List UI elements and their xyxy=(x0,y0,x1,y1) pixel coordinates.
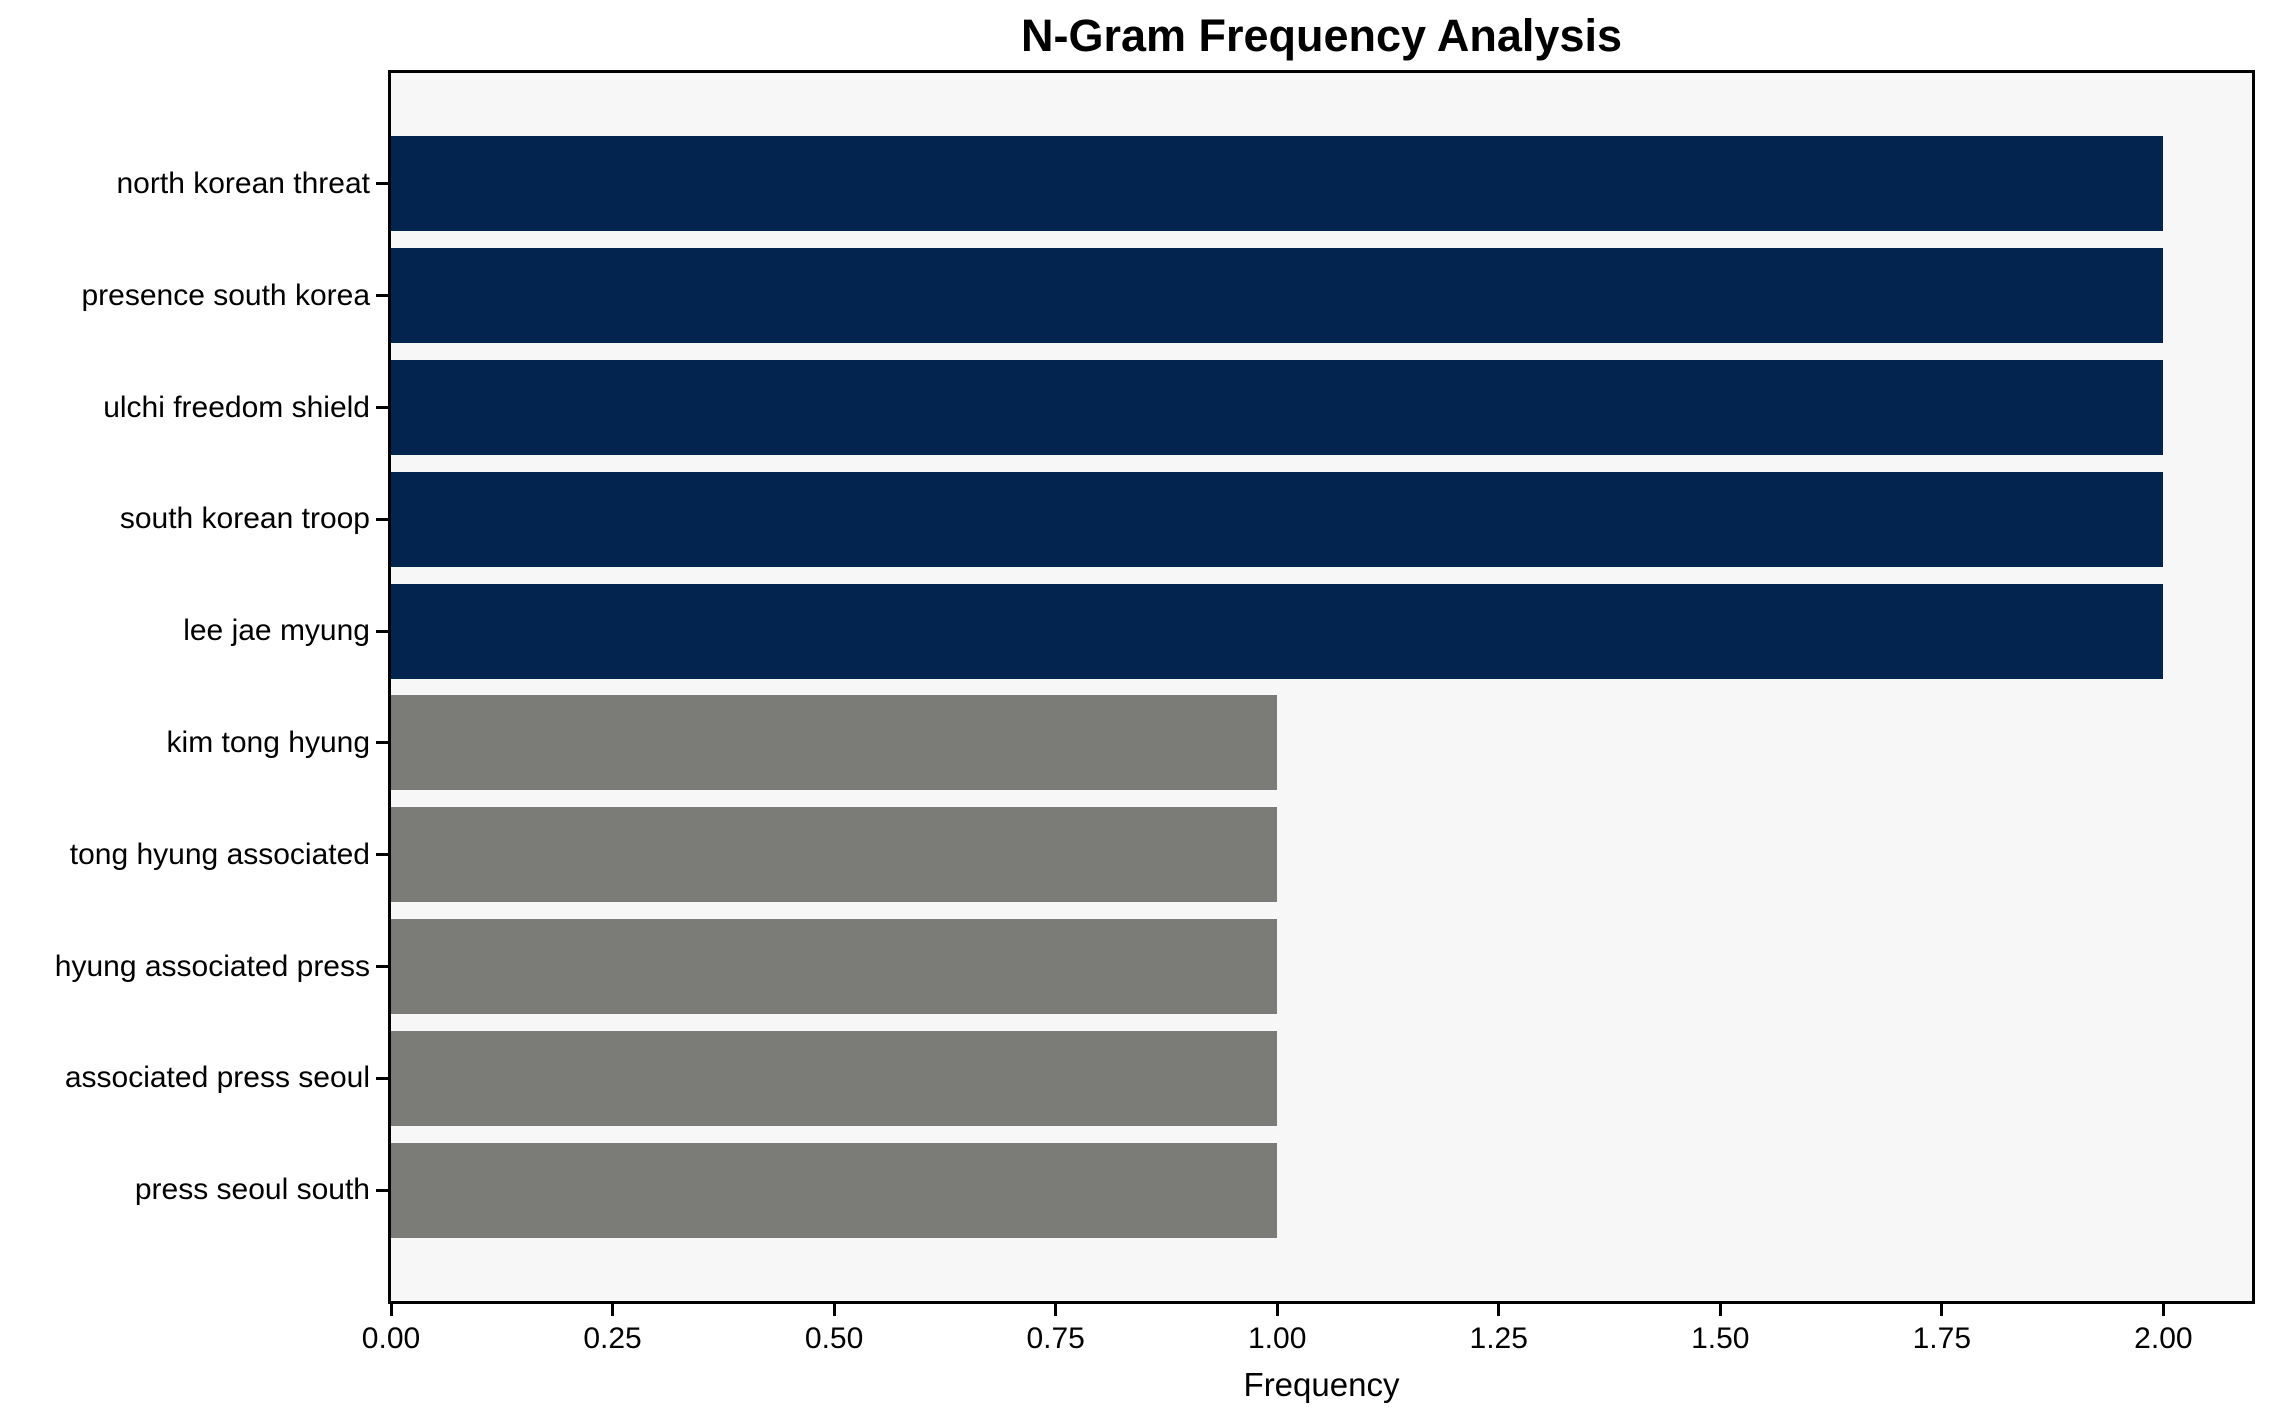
y-axis-tick xyxy=(376,294,388,298)
bar xyxy=(391,1142,1278,1238)
bar xyxy=(391,695,1278,791)
x-axis-tick-label: 0.00 xyxy=(361,1322,421,1355)
y-axis-tick xyxy=(376,853,388,857)
y-axis-tick xyxy=(376,1076,388,1080)
y-axis-label: press seoul south xyxy=(134,1173,370,1207)
bar xyxy=(391,471,2164,567)
x-axis-tick-label: 1.25 xyxy=(1469,1322,1528,1355)
y-axis-tick xyxy=(376,406,388,409)
x-axis-tick xyxy=(832,1304,836,1316)
bar xyxy=(391,583,2164,679)
bar xyxy=(391,136,2164,232)
y-axis-label: north korean threat xyxy=(116,166,371,200)
y-axis-label: kim tong hyung xyxy=(166,725,370,759)
x-axis-tick xyxy=(2161,1304,2165,1316)
bar xyxy=(391,360,2164,455)
y-axis-label: lee jae myung xyxy=(183,614,370,648)
y-axis-tick xyxy=(376,629,388,633)
bar xyxy=(391,807,1278,903)
x-axis-tick-label: 2.00 xyxy=(2134,1322,2193,1355)
x-axis-tick xyxy=(1718,1304,1722,1316)
x-axis-tick-label: 0.25 xyxy=(583,1322,642,1355)
x-axis-tick xyxy=(1275,1304,1279,1316)
y-axis-tick xyxy=(376,741,388,745)
y-axis-tick xyxy=(376,517,388,521)
bar xyxy=(391,919,1278,1014)
x-axis-tick xyxy=(1497,1304,1501,1316)
x-axis-tick-label: 0.75 xyxy=(1026,1322,1085,1355)
x-axis-tick-label: 0.50 xyxy=(804,1322,864,1355)
x-axis-tick-label: 1.75 xyxy=(1912,1322,1972,1355)
x-axis-tick-label: 1.50 xyxy=(1691,1322,1750,1355)
y-axis-label: associated press seoul xyxy=(64,1061,370,1095)
x-axis-tick-label: 1.00 xyxy=(1247,1322,1307,1355)
y-axis-label: presence south korea xyxy=(81,278,370,312)
y-axis-label: south korean troop xyxy=(119,502,370,536)
x-axis-tick xyxy=(389,1304,393,1316)
x-axis-tick xyxy=(1054,1304,1058,1316)
y-axis-label: hyung associated press xyxy=(54,949,370,983)
plot-area xyxy=(376,70,2255,1304)
x-axis-tick xyxy=(611,1304,615,1316)
y-axis-tick xyxy=(376,1188,388,1192)
y-axis-label: tong hyung associated xyxy=(69,837,370,871)
y-axis-tick xyxy=(376,182,388,186)
y-axis-label: ulchi freedom shield xyxy=(103,390,370,424)
x-axis-tick xyxy=(1940,1304,1944,1316)
chart-title: N-Gram Frequency Analysis xyxy=(1020,10,1623,61)
y-axis-tick xyxy=(376,965,388,968)
bar xyxy=(391,1030,1278,1126)
x-axis-title: Frequency xyxy=(1243,1366,1400,1403)
bar xyxy=(391,248,2164,344)
